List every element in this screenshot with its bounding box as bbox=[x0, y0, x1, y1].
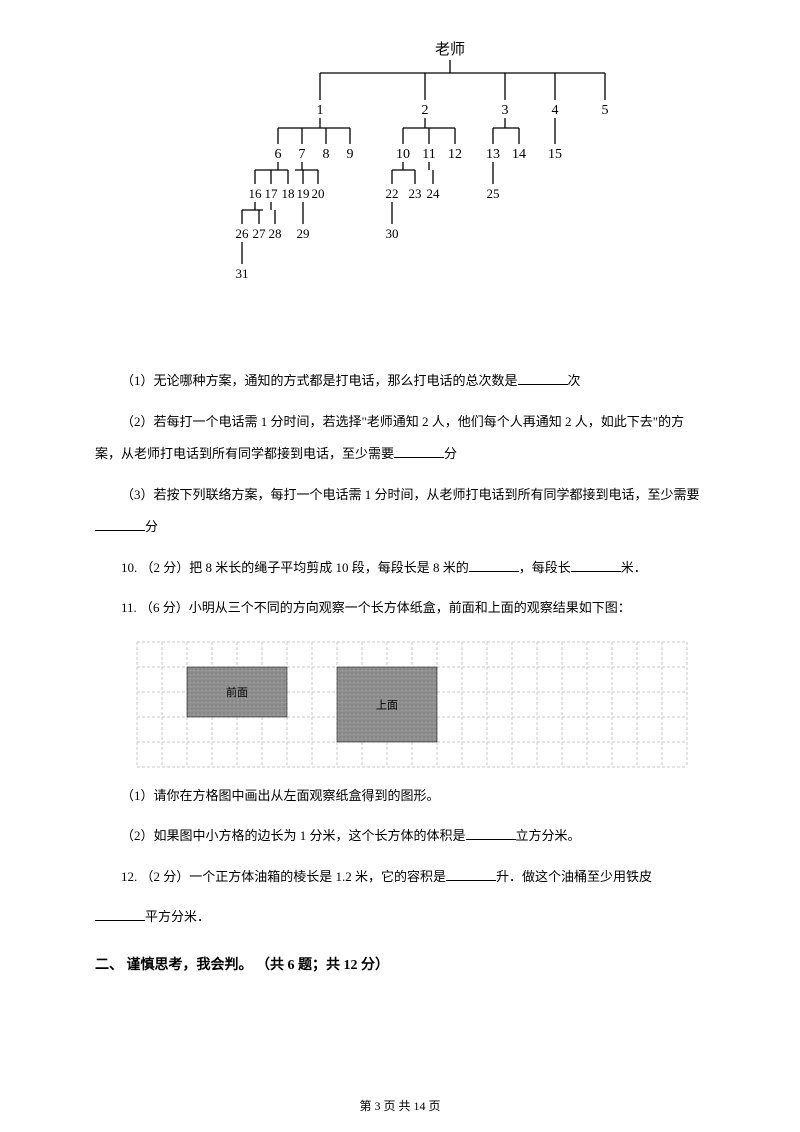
q11-2-text-a: （2）如果图中小方格的边长为 1 分米，这个长方体的体积是 bbox=[121, 828, 466, 843]
q3-text-a: （3）若按下列联络方案，每打一个电话需 1 分时间，从老师打电话到所有同学都接到… bbox=[121, 487, 700, 502]
q12-text-a: 12. （2 分）一个正方体油箱的棱长是 1.2 米，它的容积是 bbox=[121, 869, 446, 884]
tree-23: 23 bbox=[409, 186, 422, 201]
tree-31: 31 bbox=[236, 266, 249, 281]
q3-text-b: 分 bbox=[145, 519, 158, 534]
tree-19: 19 bbox=[297, 186, 310, 201]
section-2-heading: 二、 谨慎思考，我会判。 （共 6 题；共 12 分） bbox=[95, 954, 705, 974]
q2-blank[interactable] bbox=[394, 444, 444, 458]
tree-l1-2: 2 bbox=[422, 103, 429, 118]
tree-6: 6 bbox=[275, 147, 282, 162]
q11-1-text: （1）请你在方格图中画出从左面观察纸盒得到的图形。 bbox=[121, 788, 440, 803]
tree-11: 11 bbox=[422, 147, 435, 162]
footer-c: 页 bbox=[426, 1099, 441, 1113]
q1-text-a: （1）无论哪种方案，通知的方式都是打电话，那么打电话的总次数是 bbox=[121, 373, 518, 388]
tree-22: 22 bbox=[386, 186, 399, 201]
tree-13: 13 bbox=[486, 147, 500, 162]
tree-29: 29 bbox=[297, 226, 310, 241]
q10: 10. （2 分）把 8 米长的绳子平均剪成 10 段，每段长是 8 米的 ，每段… bbox=[95, 552, 705, 585]
tree-l1-4: 4 bbox=[552, 103, 559, 118]
tree-l1-3: 3 bbox=[502, 103, 509, 118]
footer-total: 14 bbox=[414, 1099, 426, 1113]
q11-2-blank[interactable] bbox=[466, 826, 516, 840]
q10-text-a: 10. （2 分）把 8 米长的绳子平均剪成 10 段，每段长是 8 米的 bbox=[121, 560, 469, 575]
q11: 11. （6 分）小明从三个不同的方向观察一个长方体纸盒，前面和上面的观察结果如… bbox=[95, 592, 705, 625]
tree-25: 25 bbox=[487, 186, 500, 201]
section-2-text: 二、 谨慎思考，我会判。 （共 6 题；共 12 分） bbox=[95, 958, 389, 973]
grid-svg: 前面 上面 bbox=[135, 640, 695, 768]
tree-12: 12 bbox=[448, 147, 462, 162]
q10-text-c: 米． bbox=[621, 560, 647, 575]
q12-line2: 平方分米． bbox=[95, 901, 705, 934]
tree-8: 8 bbox=[323, 147, 330, 162]
footer-a: 第 bbox=[359, 1099, 374, 1113]
tree-l1-1: 1 bbox=[317, 103, 324, 118]
q1-blank[interactable] bbox=[518, 371, 568, 385]
q12-text-c: 平方分米． bbox=[145, 909, 210, 924]
grid-figure: 前面 上面 bbox=[135, 640, 695, 755]
tree-20: 20 bbox=[312, 186, 325, 201]
q12: 12. （2 分）一个正方体油箱的棱长是 1.2 米，它的容积是 升．做这个油桶至… bbox=[95, 861, 705, 894]
q10-text-b: ，每段长 bbox=[519, 560, 571, 575]
q10-blank-1[interactable] bbox=[469, 558, 519, 572]
tree-15: 15 bbox=[548, 147, 562, 162]
q2: （2）若每打一个电话需 1 分时间，若选择"老师通知 2 人，他们每个人再通知 … bbox=[95, 406, 705, 471]
front-label: 前面 bbox=[226, 685, 248, 699]
top-label: 上面 bbox=[376, 698, 398, 711]
tree-16: 16 bbox=[249, 186, 263, 201]
q11-text: 11. （6 分）小明从三个不同的方向观察一个长方体纸盒，前面和上面的观察结果如… bbox=[121, 600, 631, 615]
tree-svg: 老师 1 2 3 4 5 6 bbox=[215, 40, 645, 335]
q11-2-text-b: 立方分米。 bbox=[516, 828, 581, 843]
tree-root: 老师 bbox=[435, 41, 465, 58]
q2-text-b: 分 bbox=[444, 446, 457, 461]
tree-10: 10 bbox=[396, 147, 410, 162]
q3-blank[interactable] bbox=[95, 517, 145, 531]
tree-24: 24 bbox=[427, 186, 441, 201]
tree-27: 27 bbox=[253, 226, 267, 241]
tree-28: 28 bbox=[269, 226, 282, 241]
tree-7: 7 bbox=[299, 147, 306, 162]
q11-2: （2）如果图中小方格的边长为 1 分米，这个长方体的体积是 立方分米。 bbox=[95, 820, 705, 853]
q12-text-b: 升．做这个油桶至少用铁皮 bbox=[496, 869, 652, 884]
tree-26: 26 bbox=[236, 226, 250, 241]
footer-b: 页 共 bbox=[380, 1099, 413, 1113]
q10-blank-2[interactable] bbox=[571, 558, 621, 572]
q1-text-b: 次 bbox=[568, 373, 581, 388]
page-footer: 第 3 页 共 14 页 bbox=[0, 1097, 800, 1114]
tree-30: 30 bbox=[386, 226, 399, 241]
tree-18: 18 bbox=[282, 186, 295, 201]
q1: （1）无论哪种方案，通知的方式都是打电话，那么打电话的总次数是 次 bbox=[95, 365, 705, 398]
q12-blank-2[interactable] bbox=[95, 907, 145, 921]
q12-blank-1[interactable] bbox=[446, 867, 496, 881]
tree-l1-5: 5 bbox=[602, 103, 609, 118]
q2-text-a: （2）若每打一个电话需 1 分时间，若选择"老师通知 2 人，他们每个人再通知 … bbox=[95, 414, 684, 462]
q3: （3）若按下列联络方案，每打一个电话需 1 分时间，从老师打电话到所有同学都接到… bbox=[95, 479, 705, 544]
page-content: 老师 1 2 3 4 5 6 bbox=[0, 0, 800, 1000]
tree-17: 17 bbox=[265, 186, 279, 201]
tree-9: 9 bbox=[347, 147, 354, 162]
q11-1: （1）请你在方格图中画出从左面观察纸盒得到的图形。 bbox=[95, 780, 705, 813]
tree-diagram: 老师 1 2 3 4 5 6 bbox=[185, 40, 615, 335]
tree-14: 14 bbox=[512, 147, 526, 162]
